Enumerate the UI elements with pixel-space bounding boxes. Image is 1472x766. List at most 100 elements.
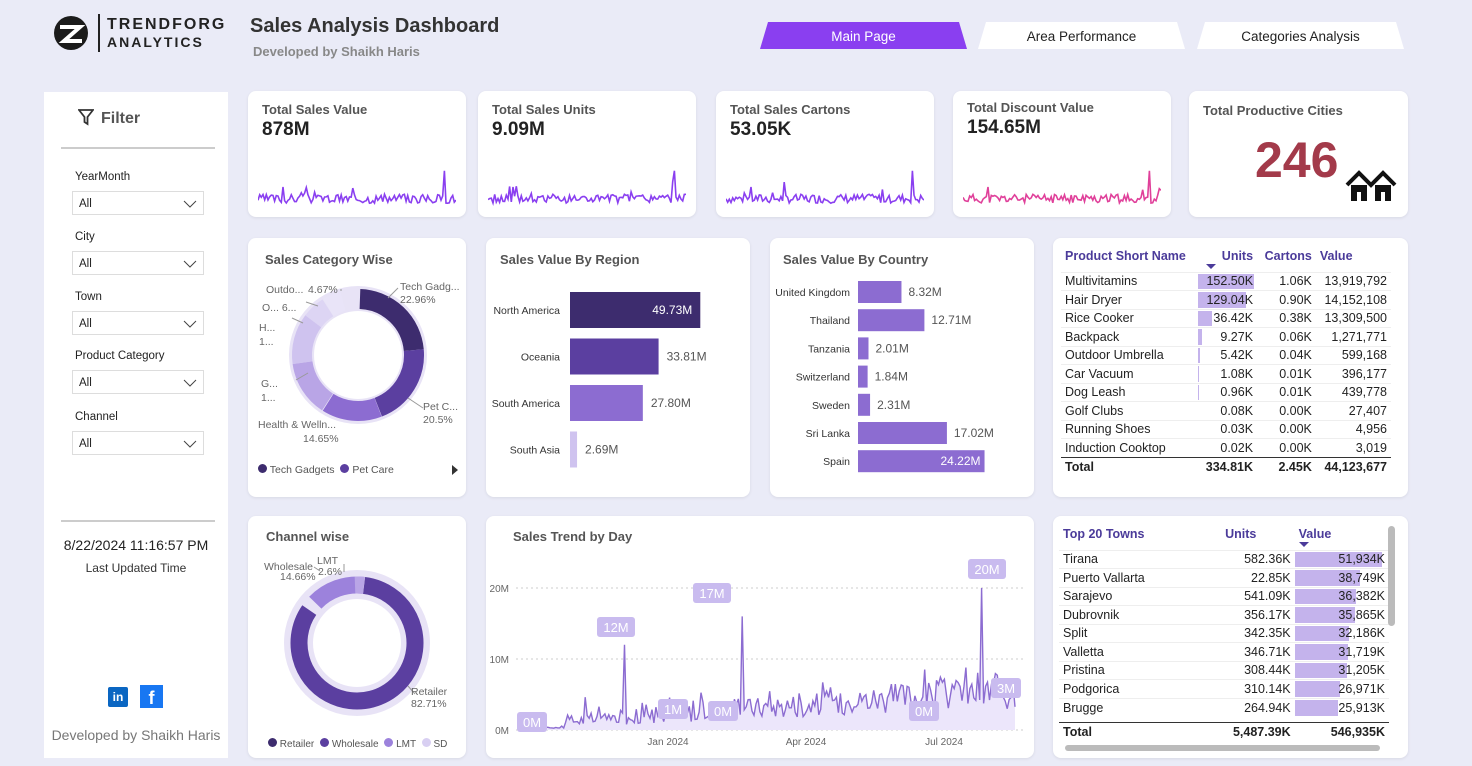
donut-slice-g[interactable] xyxy=(281,278,436,433)
y-tick-label: 10M xyxy=(490,655,509,666)
country-label: Thailand xyxy=(810,315,850,327)
region-bar[interactable] xyxy=(570,338,659,375)
table-row[interactable]: Golf Clubs 0.08K 0.00K 27,407 xyxy=(1061,401,1391,421)
donut-slice-pet-care[interactable] xyxy=(292,289,424,421)
country-label: Sweden xyxy=(812,400,850,412)
region-bar[interactable] xyxy=(570,292,701,328)
col-town-units[interactable]: Units xyxy=(1225,527,1257,541)
towns-hscrollbar[interactable] xyxy=(1065,745,1380,751)
col-units[interactable]: Units xyxy=(1198,246,1257,272)
table-row[interactable]: Rice Cooker 36.42K 0.38K 13,309,500 xyxy=(1061,309,1391,328)
callout-label: 3M xyxy=(997,681,1015,696)
table-row[interactable]: Induction Cooktop 0.02K 0.00K 3,019 xyxy=(1061,438,1391,458)
country-bar[interactable] xyxy=(858,450,985,473)
callout xyxy=(708,701,738,721)
tab-main-page[interactable]: Main Page xyxy=(760,22,967,49)
sparkline-path xyxy=(258,170,456,205)
tab-area-performance[interactable]: Area Performance xyxy=(978,22,1185,49)
pct-lmt: 2.6% xyxy=(318,566,342,578)
donut-slice-health[interactable] xyxy=(286,283,431,428)
table-row[interactable]: Dog Leash 0.96K 0.01K 439,778 xyxy=(1061,383,1391,402)
x-tick-label: Jul 2024 xyxy=(925,737,963,748)
table-row[interactable]: Podgorica 310.14K 26,971K xyxy=(1059,679,1389,699)
chevron-down-icon xyxy=(183,320,197,328)
callout-label: 12M xyxy=(603,620,628,635)
product-units: 152.50K xyxy=(1198,272,1257,291)
country-bar[interactable] xyxy=(858,337,869,360)
product-value: 396,177 xyxy=(1341,366,1387,381)
country-bar[interactable] xyxy=(858,365,868,388)
table-row[interactable]: Split 342.35K 32,186K xyxy=(1059,624,1389,643)
legend-next-arrow-icon[interactable] xyxy=(451,465,459,475)
col-town-value[interactable]: Value xyxy=(1295,524,1389,550)
region-bar[interactable] xyxy=(570,431,578,468)
donut-slice-outdoor[interactable] xyxy=(281,278,435,432)
table-row[interactable]: Hair Dryer 129.04K 0.90K 14,152,108 xyxy=(1061,290,1391,310)
table-row[interactable]: Dubrovnik 356.17K 35,865K xyxy=(1059,605,1389,625)
table-row[interactable]: Outdoor Umbrella 5.42K 0.04K 599,168 xyxy=(1061,346,1391,365)
label-h: H... xyxy=(259,322,275,334)
town-value: 36,382K xyxy=(1294,587,1389,606)
table-row[interactable]: Sarajevo 541.09K 36,382K xyxy=(1059,587,1389,606)
product-name: Outdoor Umbrella xyxy=(1065,348,1164,363)
callout-label: 0M xyxy=(915,704,933,719)
col-town[interactable]: Top 20 Towns xyxy=(1063,527,1145,541)
product-value: 439,778 xyxy=(1341,385,1387,400)
country-value-label: 12.71M xyxy=(931,313,971,327)
table-row[interactable]: Pristina 308.44K 31,205K xyxy=(1059,661,1389,680)
funnel-icon xyxy=(78,109,94,126)
tab-categories-analysis[interactable]: Categories Analysis xyxy=(1197,22,1404,49)
logo-text-2: ANALYTICS xyxy=(107,34,204,50)
region-value-label: 33.81M xyxy=(667,350,707,364)
linkedin-icon[interactable]: in xyxy=(108,687,128,707)
product-units: 36.42K xyxy=(1198,309,1257,328)
country-bar[interactable] xyxy=(858,309,925,332)
town-name: Split xyxy=(1063,626,1088,641)
town-value: 26,971K xyxy=(1294,680,1389,699)
country-bar[interactable] xyxy=(858,422,947,444)
kpi-total-sales-value: Total Sales Value 878M xyxy=(248,91,466,217)
col-product-name[interactable]: Product Short Name xyxy=(1065,249,1186,263)
table-row[interactable]: Brugge 264.94K 25,913K xyxy=(1059,698,1389,717)
callout-label: 1M xyxy=(664,702,682,717)
callout xyxy=(597,617,635,637)
yearmonth-select[interactable]: All xyxy=(72,191,204,215)
country-bar[interactable] xyxy=(858,393,871,416)
col-value[interactable]: Value xyxy=(1319,249,1353,263)
product-category-select[interactable]: All xyxy=(72,370,204,394)
table-row[interactable]: Tirana 582.36K 51,934K xyxy=(1059,550,1389,569)
product-units: 0.96K xyxy=(1198,384,1254,400)
towns-scrollbar[interactable] xyxy=(1388,526,1395,626)
label-health: Health & Welln... xyxy=(258,419,336,431)
sparkline-path xyxy=(488,170,686,207)
town-name: Pristina xyxy=(1063,663,1105,678)
table-row[interactable]: Running Shoes 0.03K 0.00K 4,956 xyxy=(1061,420,1391,439)
donut-slice-tech-gadgets[interactable] xyxy=(292,289,424,421)
label-wholesale: Wholesale xyxy=(264,561,313,573)
table-row[interactable]: Car Vacuum 1.08K 0.01K 396,177 xyxy=(1061,364,1391,384)
product-cartons: 0.00K xyxy=(1279,422,1312,437)
product-name: Multivitamins xyxy=(1065,274,1138,289)
col-cartons[interactable]: Cartons xyxy=(1264,249,1312,263)
town-select[interactable]: All xyxy=(72,311,204,335)
region-label: South Asia xyxy=(510,445,560,457)
facebook-icon[interactable]: f xyxy=(140,685,163,708)
region-bar[interactable] xyxy=(570,385,643,421)
country-bar-chart: United Kingdom 8.32M Thailand 12.71M Tanzani… xyxy=(775,281,994,473)
product-name: Running Shoes xyxy=(1065,422,1151,437)
donut-slice-lmt[interactable] xyxy=(290,576,424,710)
town-value: 25,913K xyxy=(1294,698,1389,717)
table-row[interactable]: Multivitamins 152.50K 1.06K 13,919,792 xyxy=(1061,272,1391,291)
channel-select[interactable]: All xyxy=(72,431,204,455)
trend-line[interactable] xyxy=(545,587,1016,730)
table-row[interactable]: Puerto Vallarta 22.85K 38,749K xyxy=(1059,568,1389,588)
table-row[interactable]: Backpack 9.27K 0.06K 1,271,771 xyxy=(1061,327,1391,347)
country-label: Spain xyxy=(823,456,850,468)
table-row[interactable]: Valletta 346.71K 31,719K xyxy=(1059,642,1389,662)
country-value-label: 24.22M xyxy=(941,454,981,468)
city-select[interactable]: All xyxy=(72,251,204,275)
country-bar[interactable] xyxy=(858,281,902,303)
kpi-total-sales-cartons: Total Sales Cartons 53.05K xyxy=(716,91,934,217)
town-units: 356.17K xyxy=(1244,607,1291,622)
logo-text-1: TRENDFORG xyxy=(107,16,227,33)
